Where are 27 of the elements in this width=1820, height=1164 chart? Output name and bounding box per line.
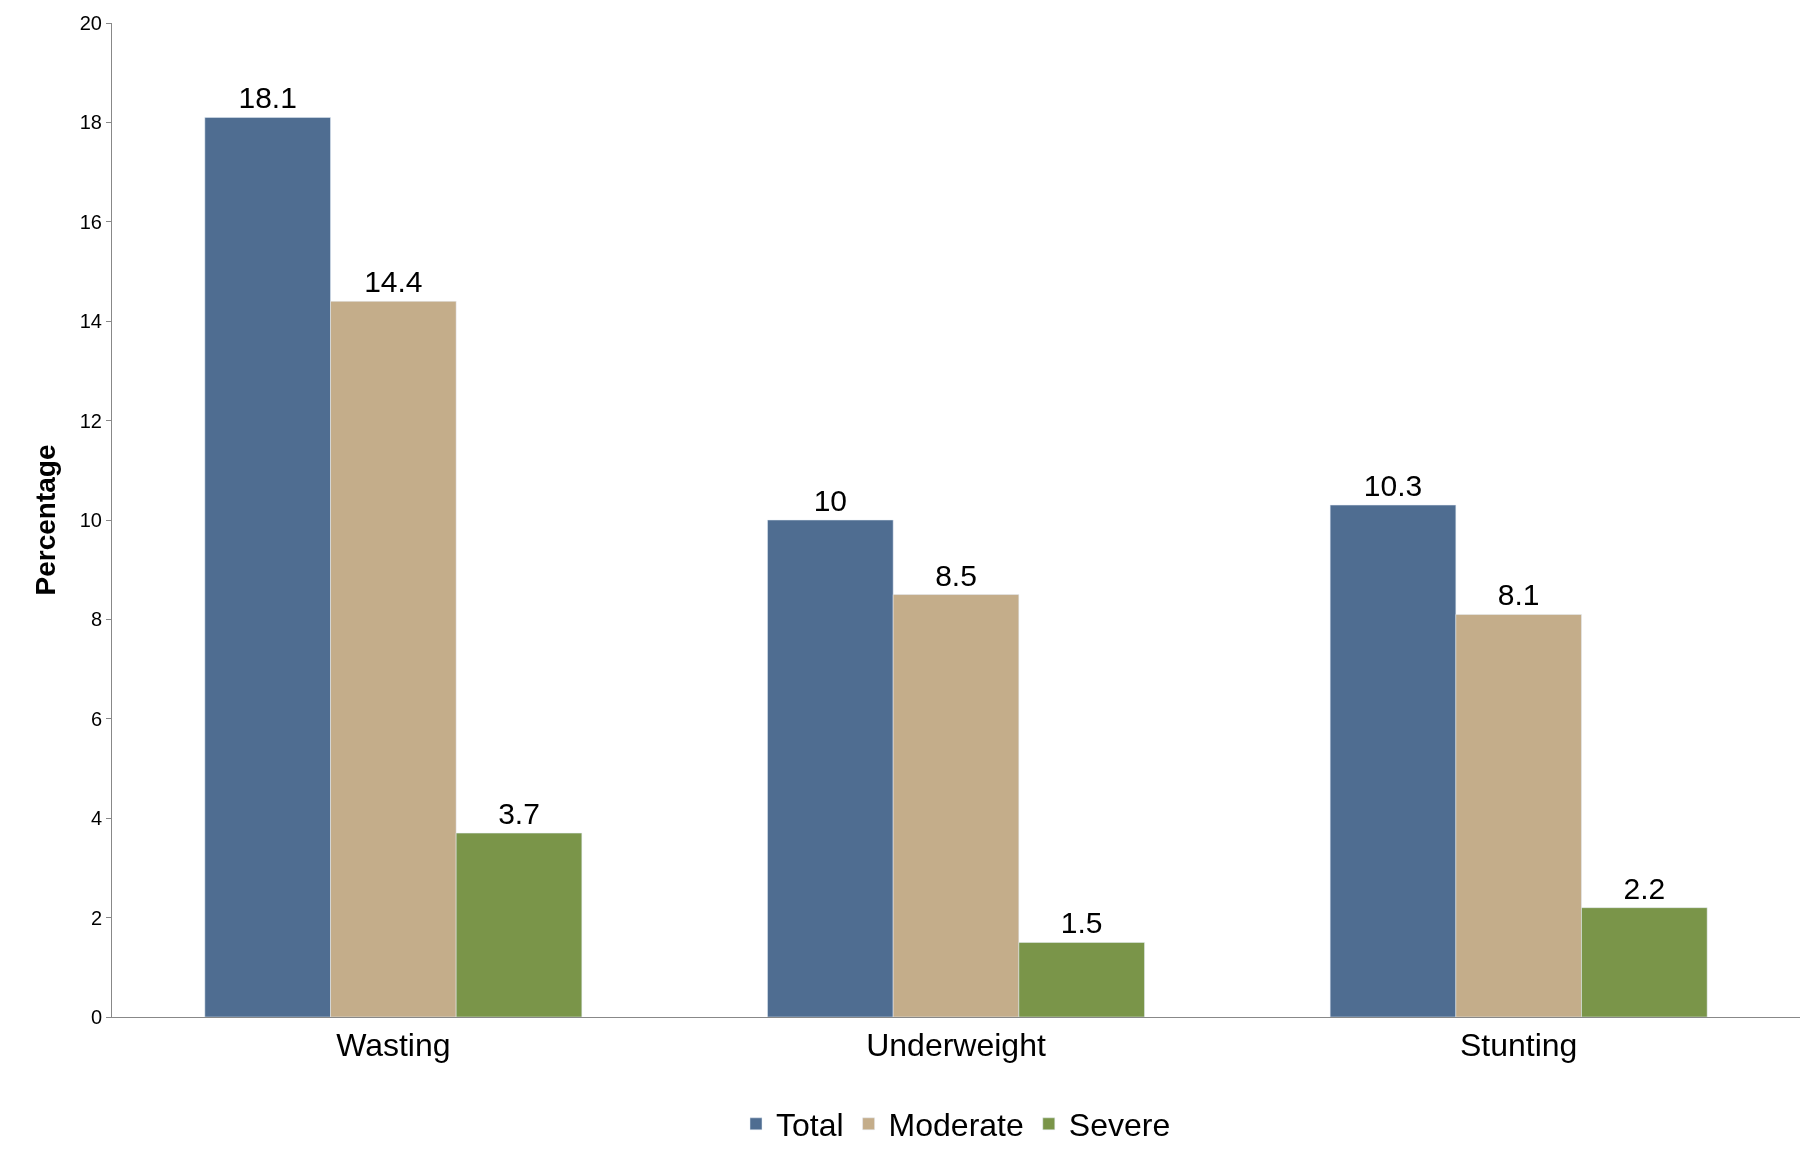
data-label: 3.7 <box>498 797 540 831</box>
y-tick-label: 0 <box>90 1006 102 1028</box>
data-label: 2.2 <box>1623 871 1666 905</box>
y-tick-label: 18 <box>79 111 102 134</box>
data-label: 8.5 <box>935 558 977 592</box>
data-label: 10.3 <box>1363 469 1423 503</box>
data-label: 1.5 <box>1060 906 1103 940</box>
data-label: 10 <box>813 484 848 517</box>
x-tick-label: Underweight <box>866 1027 1046 1064</box>
x-tick-label: Stunting <box>1459 1027 1578 1064</box>
legend-label: Moderate <box>888 1107 1024 1144</box>
legend-label: Severe <box>1068 1107 1171 1144</box>
y-tick-label: 16 <box>79 210 102 233</box>
data-label: 14.4 <box>364 265 423 299</box>
legend-label: Total <box>776 1107 844 1144</box>
y-tick-label: 4 <box>90 807 102 830</box>
y-axis-title: Percentage <box>30 444 62 596</box>
data-label: 8.1 <box>1497 578 1540 612</box>
y-tick-label: 6 <box>90 707 102 730</box>
y-tick-label: 8 <box>90 608 102 631</box>
y-tick-label: 20 <box>79 12 102 34</box>
data-label: 18.1 <box>238 81 297 115</box>
y-tick-label: 12 <box>79 409 102 432</box>
y-tick-label: 2 <box>90 906 102 929</box>
x-tick-label: Wasting <box>336 1027 451 1064</box>
y-tick-label: 10 <box>79 509 102 531</box>
y-tick-label: 14 <box>79 310 102 333</box>
